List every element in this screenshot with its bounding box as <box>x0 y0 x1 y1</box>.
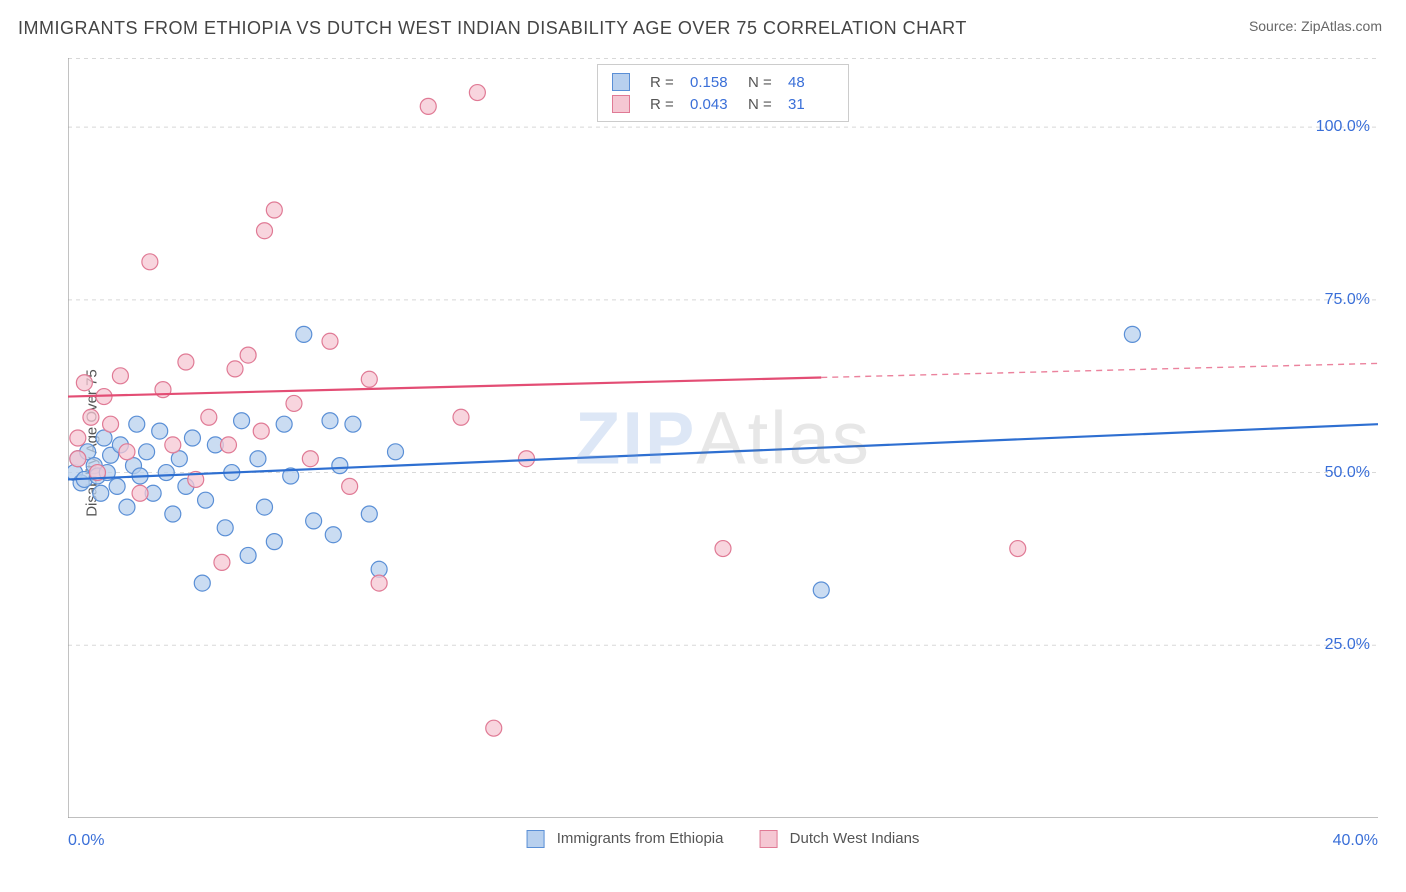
chart-title: IMMIGRANTS FROM ETHIOPIA VS DUTCH WEST I… <box>18 18 967 39</box>
header: IMMIGRANTS FROM ETHIOPIA VS DUTCH WEST I… <box>0 0 1406 45</box>
y-tick-label: 25.0% <box>1325 636 1370 654</box>
source-attribution: Source: ZipAtlas.com <box>1249 18 1382 34</box>
y-tick-label: 50.0% <box>1325 464 1370 482</box>
stats-row-dutch: R = 0.043 N = 31 <box>612 93 834 115</box>
swatch-dutch-icon <box>759 830 777 848</box>
bottom-legend: Immigrants from Ethiopia Dutch West Indi… <box>527 830 920 848</box>
legend-item-dutch: Dutch West Indians <box>759 830 919 848</box>
stats-r-dutch: 0.043 <box>690 96 736 113</box>
stats-row-ethiopia: R = 0.158 N = 48 <box>612 71 834 93</box>
swatch-ethiopia <box>612 73 630 91</box>
stats-r-label: R = <box>650 74 678 91</box>
stats-r-ethiopia: 0.158 <box>690 74 736 91</box>
stats-n-label: N = <box>748 74 776 91</box>
y-tick-label: 100.0% <box>1316 118 1370 136</box>
swatch-dutch <box>612 95 630 113</box>
x-tick-label: 40.0% <box>1333 832 1378 850</box>
chart-area: Disability Age Over 75 ZIPAtlas R = 0.15… <box>48 58 1378 828</box>
plot-region: ZIPAtlas R = 0.158 N = 48 R = 0.043 N = … <box>68 58 1378 818</box>
legend-label-dutch: Dutch West Indians <box>790 830 920 847</box>
chart-svg <box>68 58 1378 818</box>
stats-legend-box: R = 0.158 N = 48 R = 0.043 N = 31 <box>597 64 849 122</box>
swatch-ethiopia-icon <box>527 830 545 848</box>
stats-n-dutch: 31 <box>788 96 834 113</box>
source-label: Source: <box>1249 18 1297 34</box>
x-tick-label: 0.0% <box>68 832 104 850</box>
stats-n-label: N = <box>748 96 776 113</box>
legend-label-ethiopia: Immigrants from Ethiopia <box>557 830 724 847</box>
stats-n-ethiopia: 48 <box>788 74 834 91</box>
legend-item-ethiopia: Immigrants from Ethiopia <box>527 830 724 848</box>
source-value: ZipAtlas.com <box>1301 18 1382 34</box>
stats-r-label: R = <box>650 96 678 113</box>
y-tick-label: 75.0% <box>1325 291 1370 309</box>
